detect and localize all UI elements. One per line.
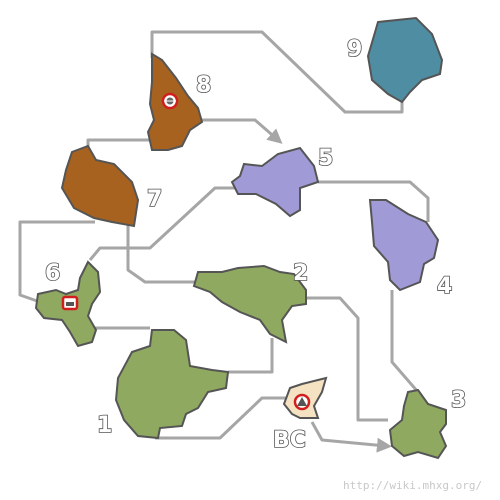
path-2-1 (228, 338, 274, 374)
area-3[interactable] (388, 388, 448, 460)
path-7-2 (126, 222, 196, 284)
area-8-label: 8 (196, 73, 211, 98)
path-1-bc (155, 396, 290, 440)
area-2-label: 2 (293, 261, 308, 286)
area-4[interactable] (368, 199, 440, 292)
target-icon[interactable] (161, 92, 179, 110)
area-5[interactable] (230, 146, 320, 218)
area-9[interactable] (366, 16, 444, 104)
area-1-label: 1 (97, 413, 112, 438)
area-7-label: 7 (147, 187, 162, 212)
path-2-3 (305, 296, 388, 422)
path-8-7 (86, 138, 150, 150)
area-2[interactable] (192, 264, 307, 344)
path-8-9 (150, 30, 404, 114)
area-5-label: 5 (318, 146, 333, 171)
area-7[interactable] (60, 144, 140, 228)
path-bc-3 (310, 421, 392, 453)
path-4-3 (390, 290, 420, 393)
area-bc-label: BC (273, 428, 306, 453)
area-9-label: 9 (347, 37, 362, 62)
path-7-6 (18, 220, 95, 304)
connection-paths (18, 30, 430, 453)
area-6-label: 6 (45, 261, 60, 286)
area-1[interactable] (114, 329, 230, 440)
area-4-label: 4 (437, 274, 452, 299)
path-5-4 (318, 180, 430, 222)
path-8-5 (200, 118, 283, 144)
area-3-label: 3 (451, 388, 466, 413)
supply-box-icon[interactable] (61, 295, 79, 311)
site-watermark: http://wiki.mhxg.org/ (343, 479, 482, 492)
path-5-6 (88, 186, 240, 261)
camp-icon[interactable] (293, 393, 311, 411)
